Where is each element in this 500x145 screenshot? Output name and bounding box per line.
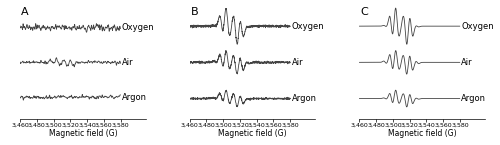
Text: A: A: [22, 7, 29, 17]
Text: Air: Air: [292, 58, 303, 67]
Text: Oxygen: Oxygen: [122, 23, 154, 32]
Text: Argon: Argon: [461, 94, 486, 103]
Text: Argon: Argon: [292, 94, 316, 103]
Text: Oxygen: Oxygen: [292, 22, 324, 31]
X-axis label: Magnetic field (G): Magnetic field (G): [48, 129, 117, 138]
Text: Oxygen: Oxygen: [461, 22, 494, 31]
Text: Argon: Argon: [122, 93, 147, 102]
Text: Air: Air: [461, 58, 472, 67]
Text: C: C: [360, 7, 368, 17]
Text: Air: Air: [122, 58, 134, 67]
X-axis label: Magnetic field (G): Magnetic field (G): [218, 129, 287, 138]
Text: B: B: [191, 7, 198, 17]
X-axis label: Magnetic field (G): Magnetic field (G): [388, 129, 456, 138]
